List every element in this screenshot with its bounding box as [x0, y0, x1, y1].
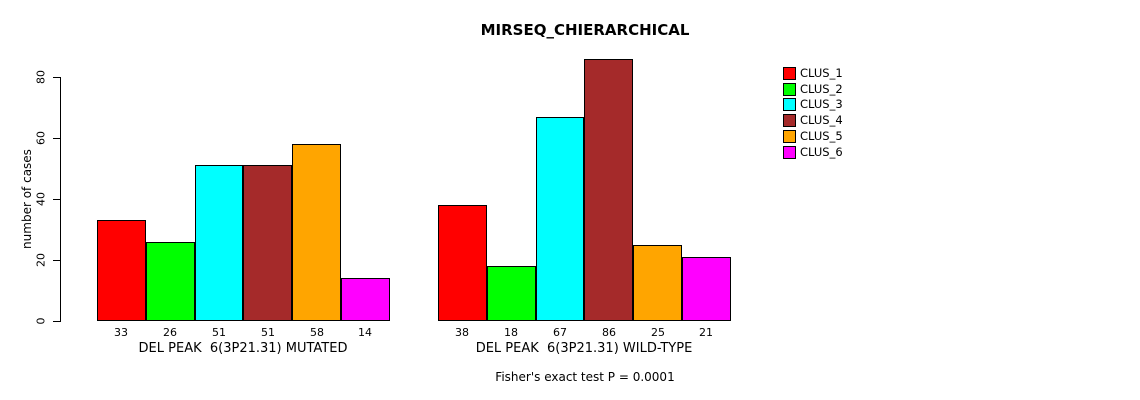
- bar-clus_4: [243, 165, 292, 321]
- legend-label: CLUS_4: [800, 113, 843, 127]
- bar-value-label: 67: [553, 326, 567, 339]
- bar-clus_2: [487, 266, 536, 321]
- legend-swatch-clus_2: [783, 83, 796, 96]
- legend-label: CLUS_5: [800, 129, 843, 143]
- bar-value-label: 38: [455, 326, 469, 339]
- bar-value-label: 21: [699, 326, 713, 339]
- y-tick-label: 60: [34, 131, 48, 145]
- legend-label: CLUS_1: [800, 66, 843, 80]
- bar-clus_5: [633, 245, 682, 321]
- chart-title: MIRSEQ_CHIERARCHICAL: [480, 21, 690, 39]
- y-tick-label: 80: [34, 70, 48, 84]
- legend-swatch-clus_1: [783, 67, 796, 80]
- bar-clus_6: [341, 278, 390, 321]
- bar-value-label: 25: [651, 326, 665, 339]
- y-tick-mark: [53, 199, 61, 200]
- footnote-text: Fisher's exact test P = 0.0001: [495, 370, 675, 384]
- legend-swatch-clus_4: [783, 114, 796, 127]
- bar-clus_2: [146, 242, 195, 321]
- y-axis-title: number of cases: [20, 149, 34, 249]
- legend-swatch-clus_5: [783, 130, 796, 143]
- bar-value-label: 86: [602, 326, 616, 339]
- bar-clus_3: [536, 117, 584, 321]
- y-tick-label: 0: [34, 317, 48, 325]
- bar-clus_1: [438, 205, 487, 321]
- y-tick-label: 40: [34, 192, 48, 206]
- legend-label: CLUS_3: [800, 97, 843, 111]
- y-tick-mark: [53, 138, 61, 139]
- bar-value-label: 51: [261, 326, 275, 339]
- bar-clus_1: [97, 220, 146, 321]
- bar-value-label: 33: [114, 326, 128, 339]
- bar-value-label: 26: [163, 326, 177, 339]
- bar-value-label: 14: [358, 326, 372, 339]
- bar-clus_6: [682, 257, 731, 321]
- bar-value-label: 18: [504, 326, 518, 339]
- legend-label: CLUS_2: [800, 82, 843, 96]
- group-axis-label: DEL PEAK 6(3P21.31) MUTATED: [138, 341, 348, 356]
- bar-clus_5: [292, 144, 341, 321]
- bar-value-label: 58: [310, 326, 324, 339]
- group-axis-label: DEL PEAK 6(3P21.31) WILD-TYPE: [475, 341, 693, 356]
- bar-clus_4: [584, 59, 633, 321]
- y-tick-mark: [53, 77, 61, 78]
- legend-swatch-clus_6: [783, 146, 796, 159]
- y-tick-mark: [53, 260, 61, 261]
- bar-value-label: 51: [212, 326, 226, 339]
- legend-label: CLUS_6: [800, 145, 843, 159]
- y-tick-mark: [53, 321, 61, 322]
- legend-swatch-clus_3: [783, 98, 796, 111]
- y-tick-label: 20: [34, 253, 48, 267]
- bar-clus_3: [195, 165, 243, 321]
